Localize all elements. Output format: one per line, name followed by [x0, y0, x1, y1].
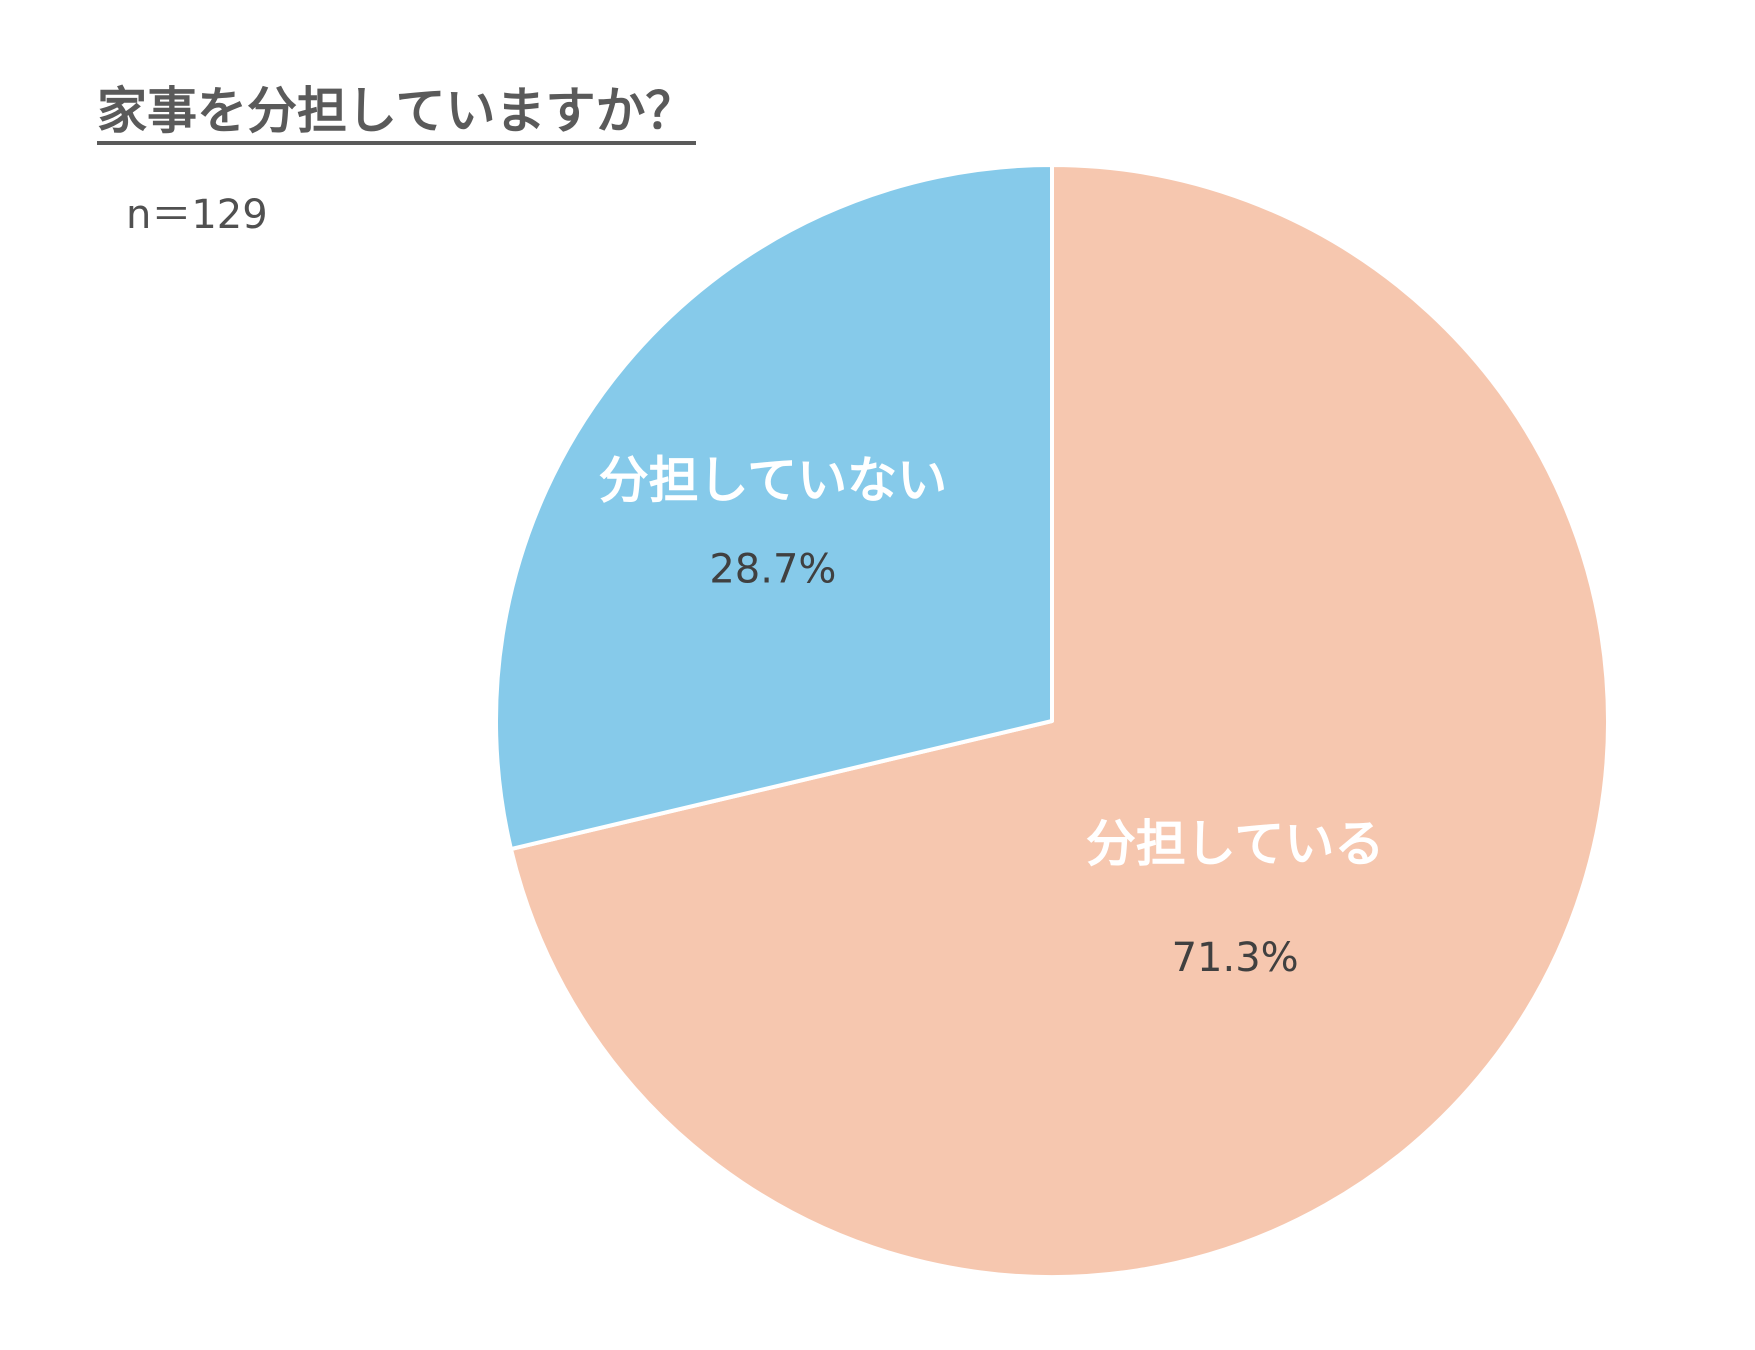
- slice-category-label: 分担している: [1086, 815, 1385, 873]
- chart-title: 家事を分担していますか？: [97, 84, 696, 145]
- pie-labels: 分担している 71.3% 分担していない 28.7%: [599, 451, 1385, 981]
- slice-value-label: 28.7%: [709, 546, 836, 592]
- slice-category-label: 分担していない: [599, 451, 948, 509]
- pie-slice-2: [494, 163, 1054, 852]
- pie-slice-1: [508, 163, 1610, 1279]
- sample-size-label: n＝129: [126, 192, 268, 238]
- slice-value-label: 71.3%: [1172, 935, 1299, 981]
- pie-slices: [494, 163, 1610, 1279]
